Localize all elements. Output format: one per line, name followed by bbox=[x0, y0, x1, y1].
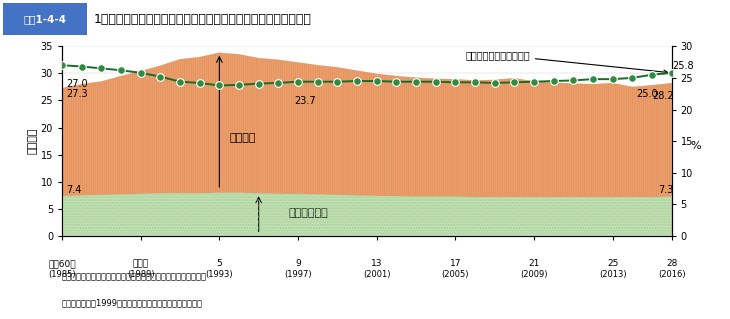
Text: 注：平成１１（1999）年以前は、農林漁家世帯を除く結果: 注：平成１１（1999）年以前は、農林漁家世帯を除く結果 bbox=[62, 298, 203, 307]
Text: 28.2: 28.2 bbox=[652, 91, 674, 101]
Text: エンゲル係数（右目盛）: エンゲル係数（右目盛） bbox=[465, 50, 668, 74]
Text: (2009): (2009) bbox=[520, 270, 548, 279]
Text: (1993): (1993) bbox=[206, 270, 233, 279]
Text: 17: 17 bbox=[450, 259, 461, 268]
Text: 25.0: 25.0 bbox=[637, 89, 658, 99]
Text: 平成元: 平成元 bbox=[133, 259, 149, 268]
Text: 1世帯当たり１か月間の消費支出、食料消費支出、エンゲル係数: 1世帯当たり１か月間の消費支出、食料消費支出、エンゲル係数 bbox=[93, 13, 311, 26]
Text: 7.3: 7.3 bbox=[658, 185, 673, 195]
Text: 25: 25 bbox=[607, 259, 618, 268]
Text: (1989): (1989) bbox=[127, 270, 155, 279]
Text: (1997): (1997) bbox=[284, 270, 312, 279]
Text: 21: 21 bbox=[529, 259, 539, 268]
Text: 23.7: 23.7 bbox=[294, 96, 315, 106]
Y-axis label: %: % bbox=[691, 141, 702, 151]
Text: 消費支出: 消費支出 bbox=[229, 133, 255, 144]
Text: (2013): (2013) bbox=[599, 270, 626, 279]
Text: (2005): (2005) bbox=[442, 270, 469, 279]
Text: 27.0: 27.0 bbox=[66, 78, 88, 89]
Text: 資料：総務省「家計調査」（全国・二人以上の世帯・用途分類）: 資料：総務省「家計調査」（全国・二人以上の世帯・用途分類） bbox=[62, 273, 207, 282]
Text: 25.8: 25.8 bbox=[672, 61, 694, 71]
Text: 図表1-4-4: 図表1-4-4 bbox=[24, 14, 66, 24]
Text: 食料消費支出: 食料消費支出 bbox=[288, 208, 328, 218]
Text: 昭和60年: 昭和60年 bbox=[48, 259, 76, 268]
Text: 7.4: 7.4 bbox=[66, 185, 81, 195]
Text: 28: 28 bbox=[666, 259, 677, 268]
Text: 9: 9 bbox=[295, 259, 301, 268]
Y-axis label: 万円／月: 万円／月 bbox=[28, 128, 38, 154]
Text: (2016): (2016) bbox=[658, 270, 685, 279]
Text: (2001): (2001) bbox=[363, 270, 391, 279]
Text: 27.3: 27.3 bbox=[66, 89, 88, 99]
Text: (1985): (1985) bbox=[48, 270, 76, 279]
FancyBboxPatch shape bbox=[3, 3, 87, 35]
Text: 5: 5 bbox=[217, 259, 222, 268]
Text: 13: 13 bbox=[371, 259, 383, 268]
